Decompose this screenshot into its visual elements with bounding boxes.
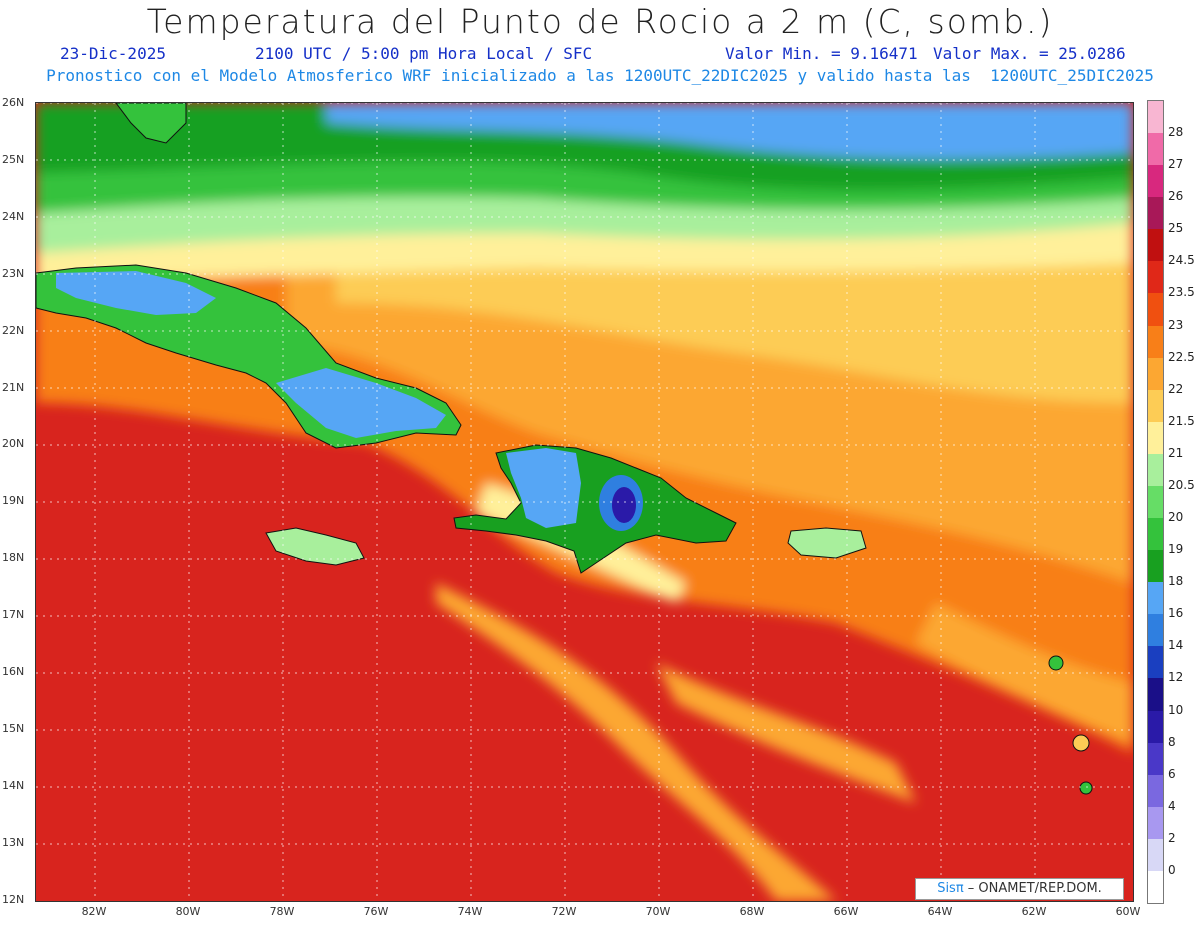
lat-label: 19N — [2, 494, 25, 508]
dewpoint-map — [35, 102, 1134, 902]
lon-label: 60W — [1115, 905, 1141, 918]
legend-swatch — [1148, 774, 1163, 808]
lon-label: 62W — [1021, 905, 1047, 918]
legend-swatch — [1148, 838, 1163, 872]
lon-label: 76W — [363, 905, 389, 918]
legend-swatch — [1148, 550, 1163, 583]
legend-level-label: 22.5 — [1168, 349, 1195, 364]
credit-box: Sisπ – ONAMET/REP.DOM. — [915, 878, 1124, 900]
legend-level-label: 25 — [1168, 221, 1184, 236]
legend-level-label: 18 — [1168, 574, 1184, 589]
lon-label: 68W — [739, 905, 765, 918]
lon-label: 78W — [269, 905, 295, 918]
color-legend — [1147, 100, 1164, 904]
lat-label: 17N — [2, 608, 25, 622]
legend-level-label: 14 — [1168, 638, 1184, 653]
legend-swatch — [1148, 582, 1163, 615]
legend-level-label: 0 — [1168, 862, 1176, 877]
lon-label: 72W — [551, 905, 577, 918]
legend-swatch — [1148, 325, 1163, 359]
legend-swatch — [1148, 453, 1163, 487]
legend-swatch — [1148, 293, 1163, 327]
legend-level-label: 20.5 — [1168, 477, 1195, 492]
credit-brand: Sisπ — [937, 881, 964, 896]
legend-swatch — [1148, 646, 1163, 679]
lat-label: 24N — [2, 209, 25, 223]
credit-text: – ONAMET/REP.DOM. — [963, 881, 1102, 896]
legend-level-label: 26 — [1168, 189, 1184, 204]
lat-label: 22N — [2, 323, 25, 337]
legend-level-label: 8 — [1168, 734, 1176, 749]
lon-label: 66W — [833, 905, 859, 918]
legend-level-label: 22 — [1168, 381, 1184, 396]
legend-swatch — [1148, 518, 1163, 551]
legend-level-label: 12 — [1168, 670, 1184, 685]
legend-swatch — [1148, 678, 1163, 712]
legend-level-label: 21.5 — [1168, 413, 1195, 428]
lon-label: 74W — [457, 905, 483, 918]
legend-level-label: 6 — [1168, 766, 1176, 781]
legend-level-label: 27 — [1168, 157, 1184, 172]
legend-level-label: 19 — [1168, 542, 1184, 557]
legend-level-label: 23 — [1168, 317, 1184, 332]
legend-swatch — [1148, 101, 1163, 134]
lon-label: 70W — [645, 905, 671, 918]
value-min: Valor Min. = 9.16471 — [725, 44, 918, 63]
legend-level-label: 10 — [1168, 702, 1184, 717]
lat-label: 20N — [2, 437, 25, 451]
lat-label: 25N — [2, 152, 25, 166]
legend-level-label: 28 — [1168, 125, 1184, 140]
legend-swatch — [1148, 197, 1163, 230]
lon-label: 64W — [927, 905, 953, 918]
lat-label: 21N — [2, 380, 25, 394]
value-max: Valor Max. = 25.0286 — [933, 44, 1126, 63]
legend-level-label: 21 — [1168, 445, 1184, 460]
legend-swatch — [1148, 742, 1163, 776]
legend-level-label: 2 — [1168, 830, 1176, 845]
lon-label: 80W — [175, 905, 201, 918]
legend-swatch — [1148, 389, 1163, 423]
map-title: Temperatura del Punto de Rocio a 2 m (C,… — [146, 2, 1054, 41]
legend-swatch — [1148, 870, 1163, 904]
model-description: Pronostico con el Modelo Atmosferico WRF… — [46, 66, 1154, 85]
legend-swatch — [1148, 133, 1163, 166]
lat-label: 26N — [2, 96, 25, 109]
lat-label: 14N — [2, 778, 25, 792]
forecast-time: 2100 UTC / 5:00 pm Hora Local / SFC — [255, 44, 593, 63]
legend-swatch — [1148, 614, 1163, 647]
legend-level-label: 20 — [1168, 510, 1184, 525]
legend-level-label: 4 — [1168, 798, 1176, 813]
legend-swatch — [1148, 806, 1163, 840]
lat-label: 15N — [2, 721, 25, 735]
legend-level-label: 23.5 — [1168, 285, 1195, 300]
lat-label: 16N — [2, 665, 25, 678]
legend-swatch — [1148, 229, 1163, 262]
lat-label: 12N — [2, 892, 25, 906]
legend-swatch — [1148, 421, 1163, 455]
lon-label: 82W — [81, 905, 107, 918]
legend-level-label: 24.5 — [1168, 253, 1195, 268]
legend-swatch — [1148, 710, 1163, 744]
lat-label: 23N — [2, 266, 25, 280]
legend-swatch — [1148, 357, 1163, 391]
legend-swatch — [1148, 485, 1163, 519]
legend-swatch — [1148, 261, 1163, 294]
legend-swatch — [1148, 165, 1163, 198]
lat-label: 13N — [2, 835, 25, 849]
forecast-date: 23-Dic-2025 — [60, 44, 166, 63]
lat-label: 18N — [2, 551, 25, 565]
map-canvas — [36, 103, 1133, 901]
legend-level-label: 16 — [1168, 606, 1184, 621]
